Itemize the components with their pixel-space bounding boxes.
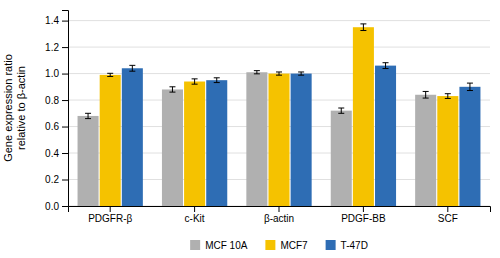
y-axis-title-line: relative to β-actin <box>15 66 27 150</box>
y-tick-mark <box>62 153 68 154</box>
error-bar <box>214 78 220 83</box>
error-bar <box>169 87 175 92</box>
bar <box>437 96 458 206</box>
plot: 0.0 0.2 0.4 0.6 0.8 1.0 1.2 1.4 PDGFR-β c-Kit β-ac… <box>2 11 491 225</box>
error-bar <box>129 65 135 71</box>
y-tick: 0.4 <box>45 148 68 159</box>
bar <box>291 74 312 206</box>
y-tick: 0.8 <box>45 95 68 106</box>
bar <box>206 80 227 206</box>
y-tick-mark <box>62 180 68 181</box>
legend-swatch <box>326 240 336 250</box>
y-axis-title-line: Gene expression ratio <box>2 54 14 162</box>
y-tick: 0.0 <box>45 201 68 212</box>
legend-swatch <box>265 240 275 250</box>
y-tick-label: 0.4 <box>45 148 59 159</box>
x-tick-label: SCF <box>438 213 458 224</box>
grid-line <box>68 47 490 48</box>
bar <box>122 68 143 206</box>
y-tick: 1.4 <box>45 15 68 26</box>
bar <box>184 82 205 206</box>
legend: MCF 10A MCF7 T-47D <box>190 240 368 251</box>
x-tick: PDGF-BB <box>341 206 386 224</box>
x-tick-mark <box>279 206 280 212</box>
y-tick-label: 0.6 <box>45 121 59 132</box>
y-tick: 0.6 <box>45 121 68 132</box>
bar <box>246 72 267 206</box>
legend-label: MCF 10A <box>205 240 248 251</box>
x-tick: c-Kit <box>185 206 205 224</box>
error-bar <box>338 108 344 113</box>
error-bar <box>298 72 304 75</box>
y-tick-label: 0.0 <box>45 201 59 212</box>
y-tick-mark <box>62 100 68 101</box>
y-tick-label: 0.2 <box>45 174 59 185</box>
y-tick-label: 1.4 <box>45 15 59 26</box>
y-tick: 0.2 <box>45 174 68 185</box>
legend-item: MCF7 <box>265 240 308 251</box>
error-bar <box>107 73 113 76</box>
y-tick-mark <box>62 74 68 75</box>
x-tick-label: c-Kit <box>185 213 205 224</box>
y-tick-label: 1.2 <box>45 42 59 53</box>
x-tick-mark <box>110 206 111 212</box>
x-tick-label: PDGF-BB <box>341 213 386 224</box>
y-tick-mark <box>62 127 68 128</box>
error-bar <box>445 94 451 99</box>
x-tick-mark <box>194 206 195 212</box>
bars <box>78 24 481 206</box>
bar <box>268 74 289 206</box>
legend-item: T-47D <box>326 240 368 251</box>
y-tick-mark <box>62 206 68 207</box>
grid-line <box>68 20 490 21</box>
x-tick: SCF <box>438 206 458 224</box>
y-tick-label: 0.8 <box>45 95 59 106</box>
bar <box>353 27 374 206</box>
legend-label: T-47D <box>341 240 368 251</box>
bar <box>375 66 396 206</box>
bar-series <box>122 63 481 206</box>
x-tick-label: PDGFR-β <box>88 213 132 224</box>
bar <box>162 89 183 206</box>
bar <box>415 95 436 206</box>
x-tick-mark <box>447 206 448 212</box>
bar-series <box>100 24 459 206</box>
error-bar <box>192 79 198 84</box>
bar <box>100 75 121 206</box>
legend-item: MCF 10A <box>190 240 248 251</box>
y-axis-title: Gene expression ratiorelative to β-actin <box>2 54 27 162</box>
error-bar <box>383 63 389 69</box>
y-tick-label: 1.0 <box>45 68 59 79</box>
x-axis-line <box>69 207 491 213</box>
bar <box>78 116 99 206</box>
x-tick-label: β-actin <box>264 213 294 224</box>
legend-label: MCF7 <box>280 240 308 251</box>
bar <box>331 111 352 206</box>
x-tick-mark <box>363 206 364 212</box>
y-tick: 1.2 <box>45 42 68 53</box>
error-bar <box>85 113 91 118</box>
y-tick-mark <box>62 21 68 22</box>
bar <box>459 87 480 206</box>
y-tick: 1.0 <box>45 68 68 79</box>
x-tick: β-actin <box>264 206 294 224</box>
error-bar <box>276 72 282 75</box>
y-axis: 0.0 0.2 0.4 0.6 0.8 1.0 1.2 1.4 <box>45 11 68 212</box>
error-bar <box>467 83 473 90</box>
error-bar <box>423 91 429 98</box>
y-axis-line <box>62 11 69 207</box>
legend-swatch <box>190 240 200 250</box>
grid <box>68 21 490 206</box>
chart: 0.0 0.2 0.4 0.6 0.8 1.0 1.2 1.4 PDGFR-β c-Kit β-ac… <box>0 0 500 258</box>
error-bar <box>360 24 366 31</box>
y-tick-mark <box>62 47 68 48</box>
error-bar <box>254 71 260 74</box>
x-tick: PDGFR-β <box>88 206 132 224</box>
x-axis: PDGFR-β c-Kit β-actin PDGF-BB SCF <box>69 206 491 224</box>
